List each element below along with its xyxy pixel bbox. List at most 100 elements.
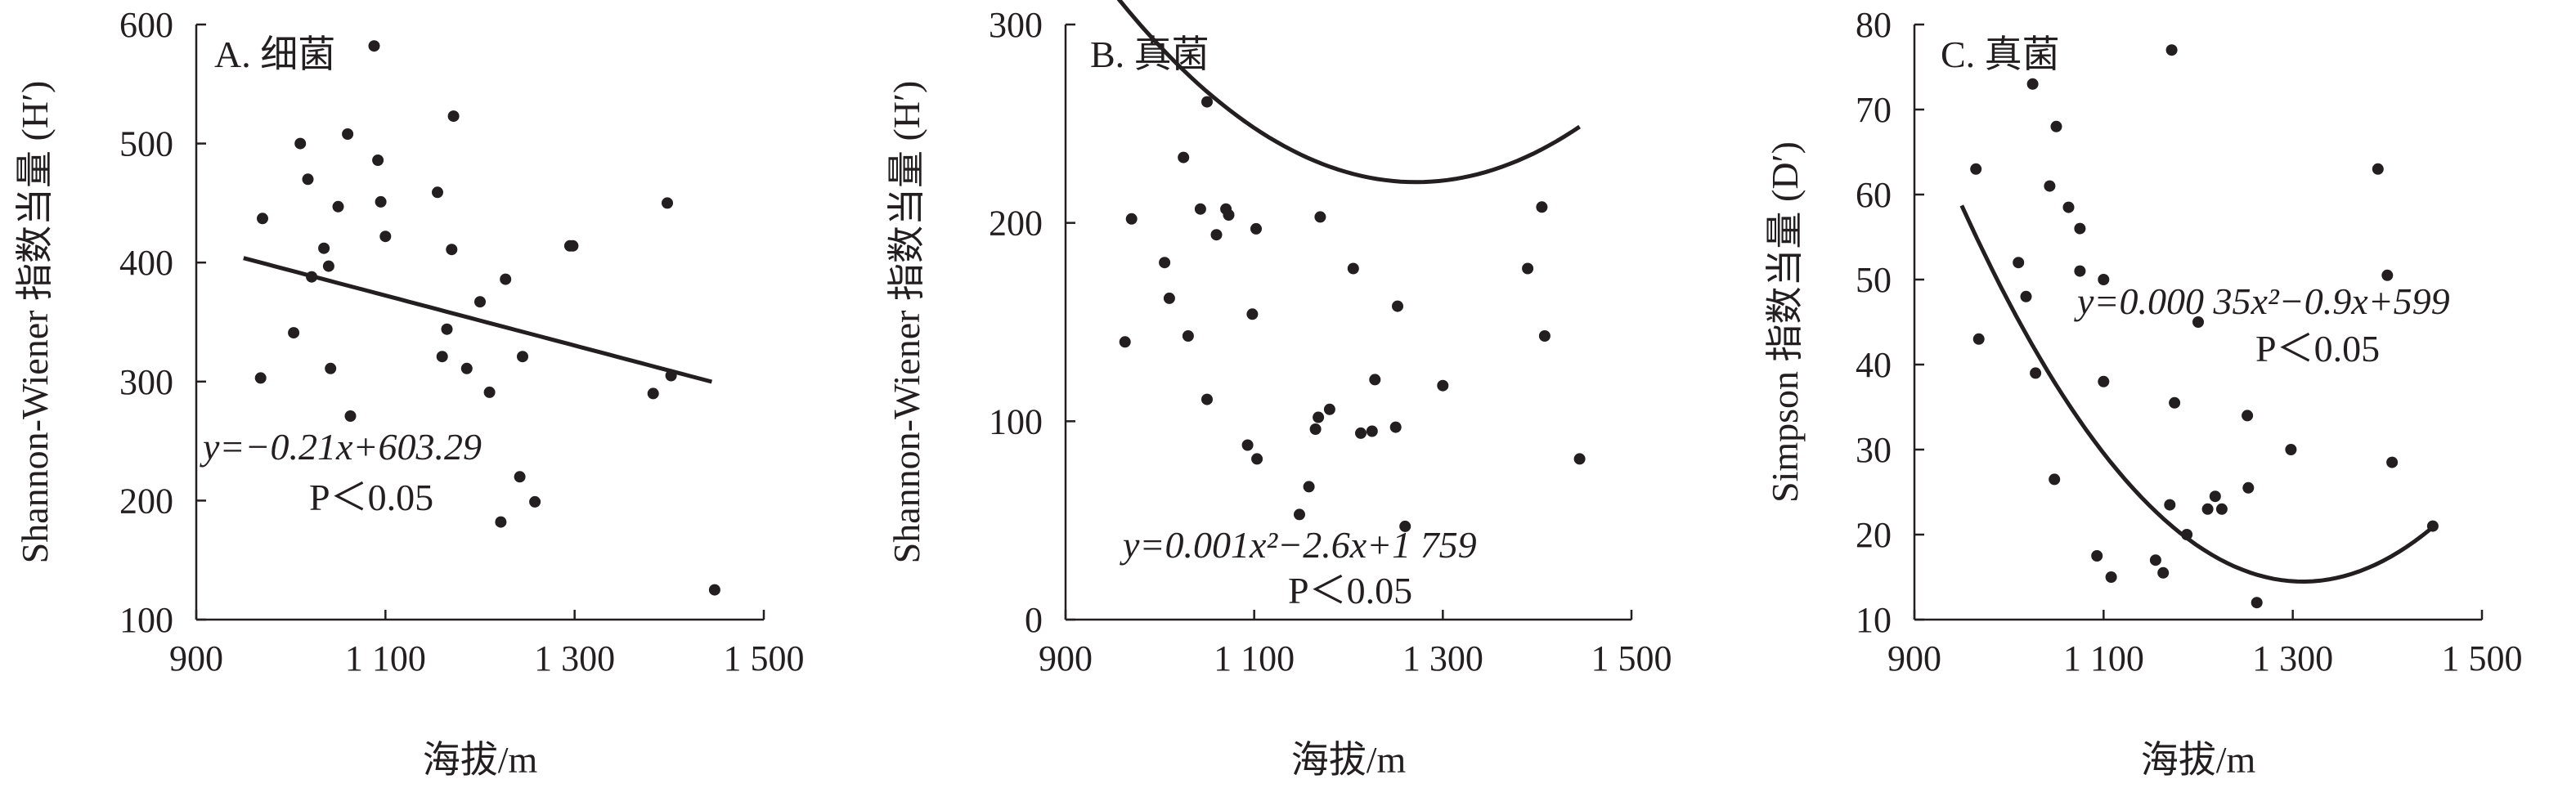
panel-b-data-point <box>1323 403 1335 415</box>
panel-c-data-point <box>2201 503 2214 515</box>
panel-a-data-point <box>368 40 380 52</box>
panel-b-data-point <box>1347 262 1359 275</box>
panel-a-data-point <box>514 471 526 483</box>
panel-c-y-tick-label: 70 <box>1856 90 1892 130</box>
panel-c-data-point <box>2050 120 2062 132</box>
panel-c-y-tick-label: 30 <box>1856 430 1892 470</box>
panel-c-data-point <box>1970 163 1982 175</box>
panel-a-y-tick-label: 400 <box>119 243 173 283</box>
panel-c-y-tick-label: 60 <box>1856 175 1892 215</box>
panel-c-data-point <box>2251 597 2263 609</box>
panel-a-data-point <box>254 372 267 384</box>
panel-b-x-tick-label: 1 300 <box>1402 638 1483 678</box>
panel-a-data-point <box>302 173 314 186</box>
panel-b-x-label: 海拔/m <box>1291 739 1407 781</box>
panel-c-data-point <box>2426 520 2439 532</box>
panel-a-y-label: Shannon-Wiener 指数当量 (H′) <box>14 81 56 564</box>
panel-c-data-point <box>2074 265 2086 277</box>
panel-c-data-point <box>2157 566 2170 579</box>
panel-b-data-point <box>1246 308 1259 320</box>
panel-b-significance: P＜0.05 <box>1288 570 1412 611</box>
panel-b-data-point <box>1163 292 1175 304</box>
panel-a-ticks: 900 1 100 1 300 1 500 100 200 300 400 500 600 <box>119 5 805 678</box>
panel-b-data-point <box>1178 151 1190 163</box>
panel-b-data-point <box>1369 374 1381 386</box>
panel-b-data-point <box>1201 393 1213 405</box>
panel-b-data-point <box>1355 427 1367 439</box>
panel-b-data-point <box>1251 453 1263 465</box>
panel-a-significance: P＜0.05 <box>309 477 433 518</box>
panel-a-label: A. 细菌 <box>214 34 335 75</box>
panel-c-data-point <box>2181 529 2193 540</box>
panel-b-data-point <box>1309 423 1322 435</box>
panel-b-x-tick-label: 900 <box>1039 638 1093 678</box>
panel-b-data-point <box>1125 213 1138 225</box>
panel-c-x-tick-label: 1 100 <box>2063 638 2144 678</box>
panel-c-data-point <box>2149 554 2161 566</box>
panel-c-data-point <box>2242 481 2255 494</box>
panel-a-data-point <box>447 110 460 123</box>
panel-b-data-point <box>1313 411 1325 423</box>
panel-c-data-point <box>2169 396 2181 409</box>
panel-c-data-point <box>2044 180 2056 192</box>
panel-a-data-point <box>567 240 579 252</box>
panel-a-y-tick-label: 100 <box>119 600 173 640</box>
panel-b-data-point <box>1241 439 1254 451</box>
panel-b-data-point <box>1389 421 1402 433</box>
panel-c-y-tick-label: 50 <box>1856 260 1892 300</box>
panel-c-data-point <box>2049 473 2061 486</box>
panel-b-data-point <box>1294 508 1305 521</box>
panel-c-data-point <box>2105 571 2117 583</box>
panel-c-data-point <box>2242 410 2254 422</box>
panel-c-y-tick-label: 80 <box>1856 5 1892 45</box>
panel-c-data-point <box>2013 257 2025 269</box>
panel-b-data-point <box>1250 222 1262 235</box>
panel-a-y-tick-label: 200 <box>119 481 173 521</box>
panel-b-data-point <box>1223 209 1235 221</box>
panel-c-significance: P＜0.05 <box>2255 328 2380 369</box>
panel-b-data-point <box>1573 453 1586 465</box>
panel-c-data-point <box>2285 444 2297 455</box>
panel-c-data-point <box>2209 490 2221 503</box>
panel-a-data-point <box>344 410 357 422</box>
panel-b-data-point <box>1210 229 1223 241</box>
panel-a-data-point <box>483 386 496 398</box>
panel-b-x-tick-label: 1 500 <box>1591 638 1672 678</box>
panel-a-data-point <box>375 195 387 208</box>
panel-c-data-point <box>2020 290 2032 302</box>
panel-c-data-point <box>2386 456 2399 468</box>
panel-a-data-point <box>495 516 507 528</box>
panel-b-y-tick-label: 200 <box>989 204 1043 244</box>
panel-a-y-tick-label: 300 <box>119 362 173 402</box>
panel-c-data-point <box>2030 367 2042 379</box>
panel-c-y-tick-label: 20 <box>1856 515 1892 555</box>
panel-c-data-point <box>2381 269 2394 281</box>
panel-c-data-point <box>2164 499 2176 511</box>
panel-c-trend <box>1959 204 2431 584</box>
panel-a-data-point <box>318 242 330 254</box>
panel-c-y-label: Simpson 指数当量 (D′) <box>1764 141 1806 503</box>
panel-b-points <box>1119 96 1586 532</box>
panel-b-data-point <box>1182 330 1194 342</box>
panel-a-data-point <box>379 231 392 243</box>
panel-b-data-point <box>1314 211 1326 223</box>
panel-a-data-point <box>474 296 486 308</box>
panel-a-data-point <box>432 186 443 199</box>
panel-b-data-point <box>1399 520 1411 532</box>
panel-b-trend-line <box>1116 0 1581 185</box>
panel-b-y-label: Shannon-Wiener 指数当量 (H′) <box>886 81 927 564</box>
panel-c-data-point <box>2098 375 2110 387</box>
panel-c-trend-line <box>1959 204 2431 584</box>
panel-a-data-point <box>294 137 307 150</box>
panel-b-data-point <box>1159 257 1171 269</box>
panel-b-data-point <box>1201 96 1213 108</box>
panel-c-data-point <box>2026 78 2039 90</box>
panel-c-y-tick-label: 10 <box>1856 600 1892 640</box>
panel-a-x-tick-label: 1 100 <box>345 638 426 678</box>
panel-a: A. 细菌 y=−0.21x+603.29 P＜0.05 海拔/m Shanno… <box>14 5 805 781</box>
panel-c-data-point <box>1972 333 1985 345</box>
panel-a-data-point <box>342 128 354 140</box>
panel-b-data-point <box>1194 203 1206 215</box>
panel-b-y-tick-label: 100 <box>989 401 1043 441</box>
panel-a-data-point <box>372 154 384 166</box>
